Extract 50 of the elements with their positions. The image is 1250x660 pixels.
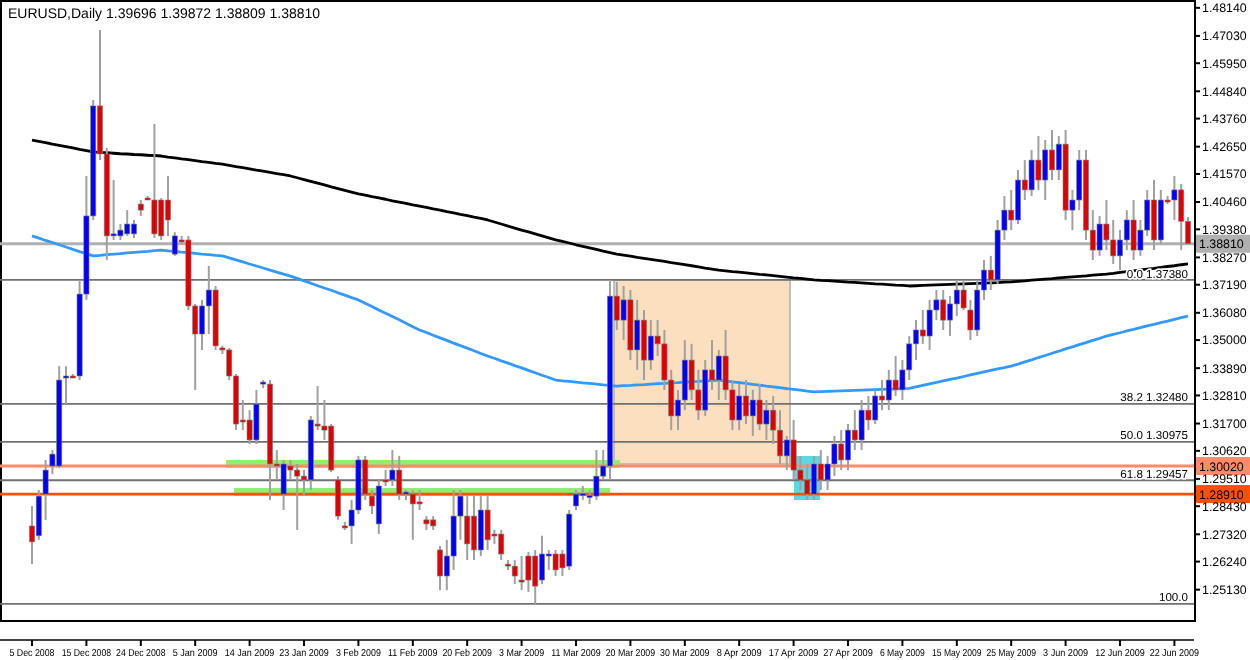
candlestick: [280, 458, 287, 512]
candlestick: [335, 475, 341, 521]
candlestick: [647, 319, 654, 371]
candlestick: [464, 495, 471, 562]
candlestick: [525, 550, 532, 593]
line-series: [30, 138, 1190, 288]
candlestick: [892, 355, 899, 397]
candlestick: [437, 544, 443, 592]
candlestick: [872, 388, 879, 426]
candlestick: [389, 449, 396, 487]
candlestick: [253, 388, 260, 446]
candlestick: [409, 489, 416, 541]
candlestick: [416, 489, 423, 512]
candlestick: [151, 122, 158, 239]
candlestick: [477, 495, 484, 558]
candlestick: [926, 298, 933, 351]
candlestick: [573, 489, 579, 512]
candlestick: [471, 495, 477, 562]
candlestick: [783, 434, 790, 472]
candlestick: [1171, 174, 1178, 221]
candlestick: [1151, 179, 1157, 252]
candlestick: [736, 383, 743, 432]
candlestick: [919, 309, 926, 345]
candlestick: [804, 462, 811, 501]
candlestick: [1157, 188, 1164, 245]
candlestick: [763, 399, 770, 441]
candlestick: [511, 559, 518, 586]
candlestick: [498, 528, 505, 562]
candlestick: [940, 289, 947, 331]
candlestick: [756, 383, 763, 432]
candlestick: [1049, 128, 1055, 182]
candlestick: [838, 429, 845, 472]
candlestick: [518, 555, 525, 592]
candlestick: [858, 399, 865, 452]
candlestick: [634, 298, 641, 371]
candlestick: [715, 348, 722, 402]
candlestick: [294, 462, 301, 531]
candlestick: [817, 449, 824, 492]
candlestick: [396, 454, 403, 501]
candlestick: [124, 209, 131, 237]
candlestick: [375, 478, 382, 536]
candlestick: [1035, 135, 1042, 191]
candlestick: [552, 548, 559, 577]
candlestick: [811, 454, 817, 501]
candlestick: [593, 449, 600, 501]
candlestick: [1130, 199, 1137, 261]
candlestick: [749, 388, 756, 437]
candlestick: [1015, 168, 1021, 226]
candlestick: [484, 495, 491, 551]
candlestick: [1178, 183, 1185, 252]
